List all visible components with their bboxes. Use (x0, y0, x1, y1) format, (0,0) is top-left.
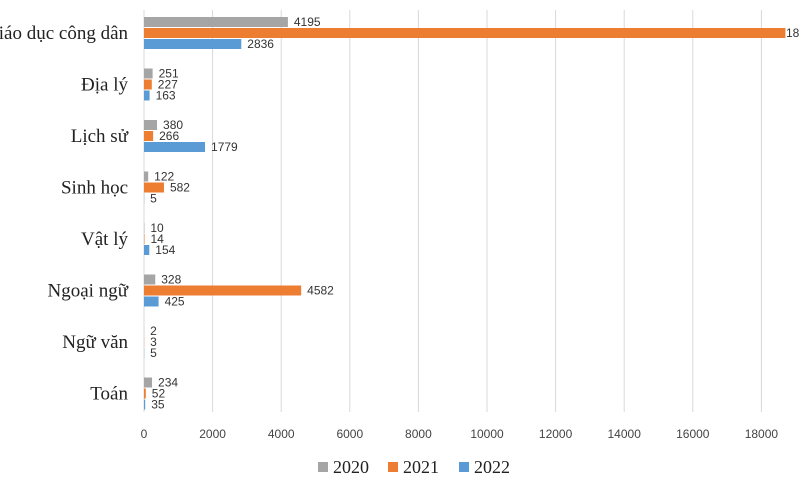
x-tick-label: 14000 (608, 427, 642, 441)
bar-2022-7 (144, 399, 146, 410)
category-label: Lịch sử (71, 126, 129, 147)
bar-2020-2 (144, 120, 158, 130)
category-labels: Giáo dục công dân Địa lý Lịch sử Sinh học Vậ… (0, 23, 129, 405)
bar-2020-7 (144, 377, 153, 388)
data-label-2020-6: 2 (150, 324, 157, 338)
data-label-2021-3: 582 (170, 181, 190, 195)
category-label: Giáo dục công dân (0, 23, 128, 44)
data-label-2020-7: 234 (158, 376, 178, 390)
legend-label: 2021 (403, 457, 439, 477)
bar-2020-5 (144, 274, 156, 285)
data-label-2020-2: 380 (163, 118, 183, 132)
bar-2021-2 (144, 131, 154, 141)
data-label-2020-3: 122 (154, 170, 174, 184)
bar-2020-3 (144, 171, 149, 182)
legend-label: 2020 (333, 457, 369, 477)
x-tick-label: 8000 (405, 427, 432, 441)
legend-swatch-2020 (318, 462, 328, 472)
category-label: Ngữ văn (62, 332, 128, 353)
bar-2021-3 (144, 182, 164, 193)
data-label-2021-1: 227 (158, 78, 178, 92)
legend: 2020 2021 2022 (318, 457, 510, 477)
x-tick-label: 16000 (676, 427, 710, 441)
category-label: Vật lý (81, 229, 128, 250)
bar-2020-0 (144, 17, 288, 27)
data-label-2022-5: 425 (165, 295, 185, 309)
bar-2022-4 (144, 245, 150, 255)
data-label-2022-7: 35 (151, 398, 165, 412)
data-label-2022-6: 5 (150, 346, 157, 360)
gridlines (143, 10, 762, 412)
category-label: Ngoại ngữ (48, 281, 129, 302)
bar-2021-7 (144, 388, 146, 399)
bar-2022-0 (144, 39, 242, 49)
x-tick-label: 2000 (199, 427, 226, 441)
data-label-2022-4: 154 (155, 243, 175, 257)
category-label: Địa lý (81, 75, 128, 96)
x-tick-label: 10000 (470, 427, 504, 441)
data-label-2022-3: 5 (150, 192, 157, 206)
legend-label: 2022 (474, 457, 510, 477)
data-label-2022-1: 163 (156, 89, 176, 103)
bar-2022-1 (144, 90, 150, 101)
data-label-2022-0: 2836 (247, 37, 274, 51)
category-label: Sinh học (61, 178, 128, 199)
data-label-2021-6: 3 (150, 335, 157, 349)
x-tick-label: 4000 (268, 427, 295, 441)
data-label-2021-5: 4582 (307, 284, 334, 298)
bar-2020-1 (144, 68, 153, 79)
data-label-2021-2: 266 (159, 129, 179, 143)
data-label-2020-5: 328 (161, 273, 181, 287)
bar-2022-5 (144, 296, 159, 307)
category-label: Toán (90, 384, 128, 405)
bar-2021-0 (144, 28, 786, 38)
bar-2021-1 (144, 79, 152, 90)
x-tick-label: 0 (141, 427, 148, 441)
x-tick-label: 12000 (539, 427, 573, 441)
bar-2021-5 (144, 285, 302, 296)
legend-swatch-2022 (459, 462, 469, 472)
x-tick-label: 6000 (336, 427, 363, 441)
data-label-2020-1: 251 (159, 67, 179, 81)
x-tick-label: 18000 (745, 427, 779, 441)
data-label-2021-0: 18700 (786, 26, 800, 40)
bar-2022-2 (144, 142, 206, 152)
data-label-2021-4: 14 (150, 232, 164, 246)
data-label-2022-2: 1779 (211, 140, 238, 154)
data-label-2020-0: 4195 (294, 15, 321, 29)
legend-swatch-2021 (388, 462, 398, 472)
x-axis-ticks: 0 2000 4000 6000 8000 10000 12000 14000 16000 180… (141, 427, 779, 441)
data-label-2021-7: 52 (152, 387, 166, 401)
data-label-2020-4: 10 (150, 221, 164, 235)
bars (144, 17, 786, 410)
